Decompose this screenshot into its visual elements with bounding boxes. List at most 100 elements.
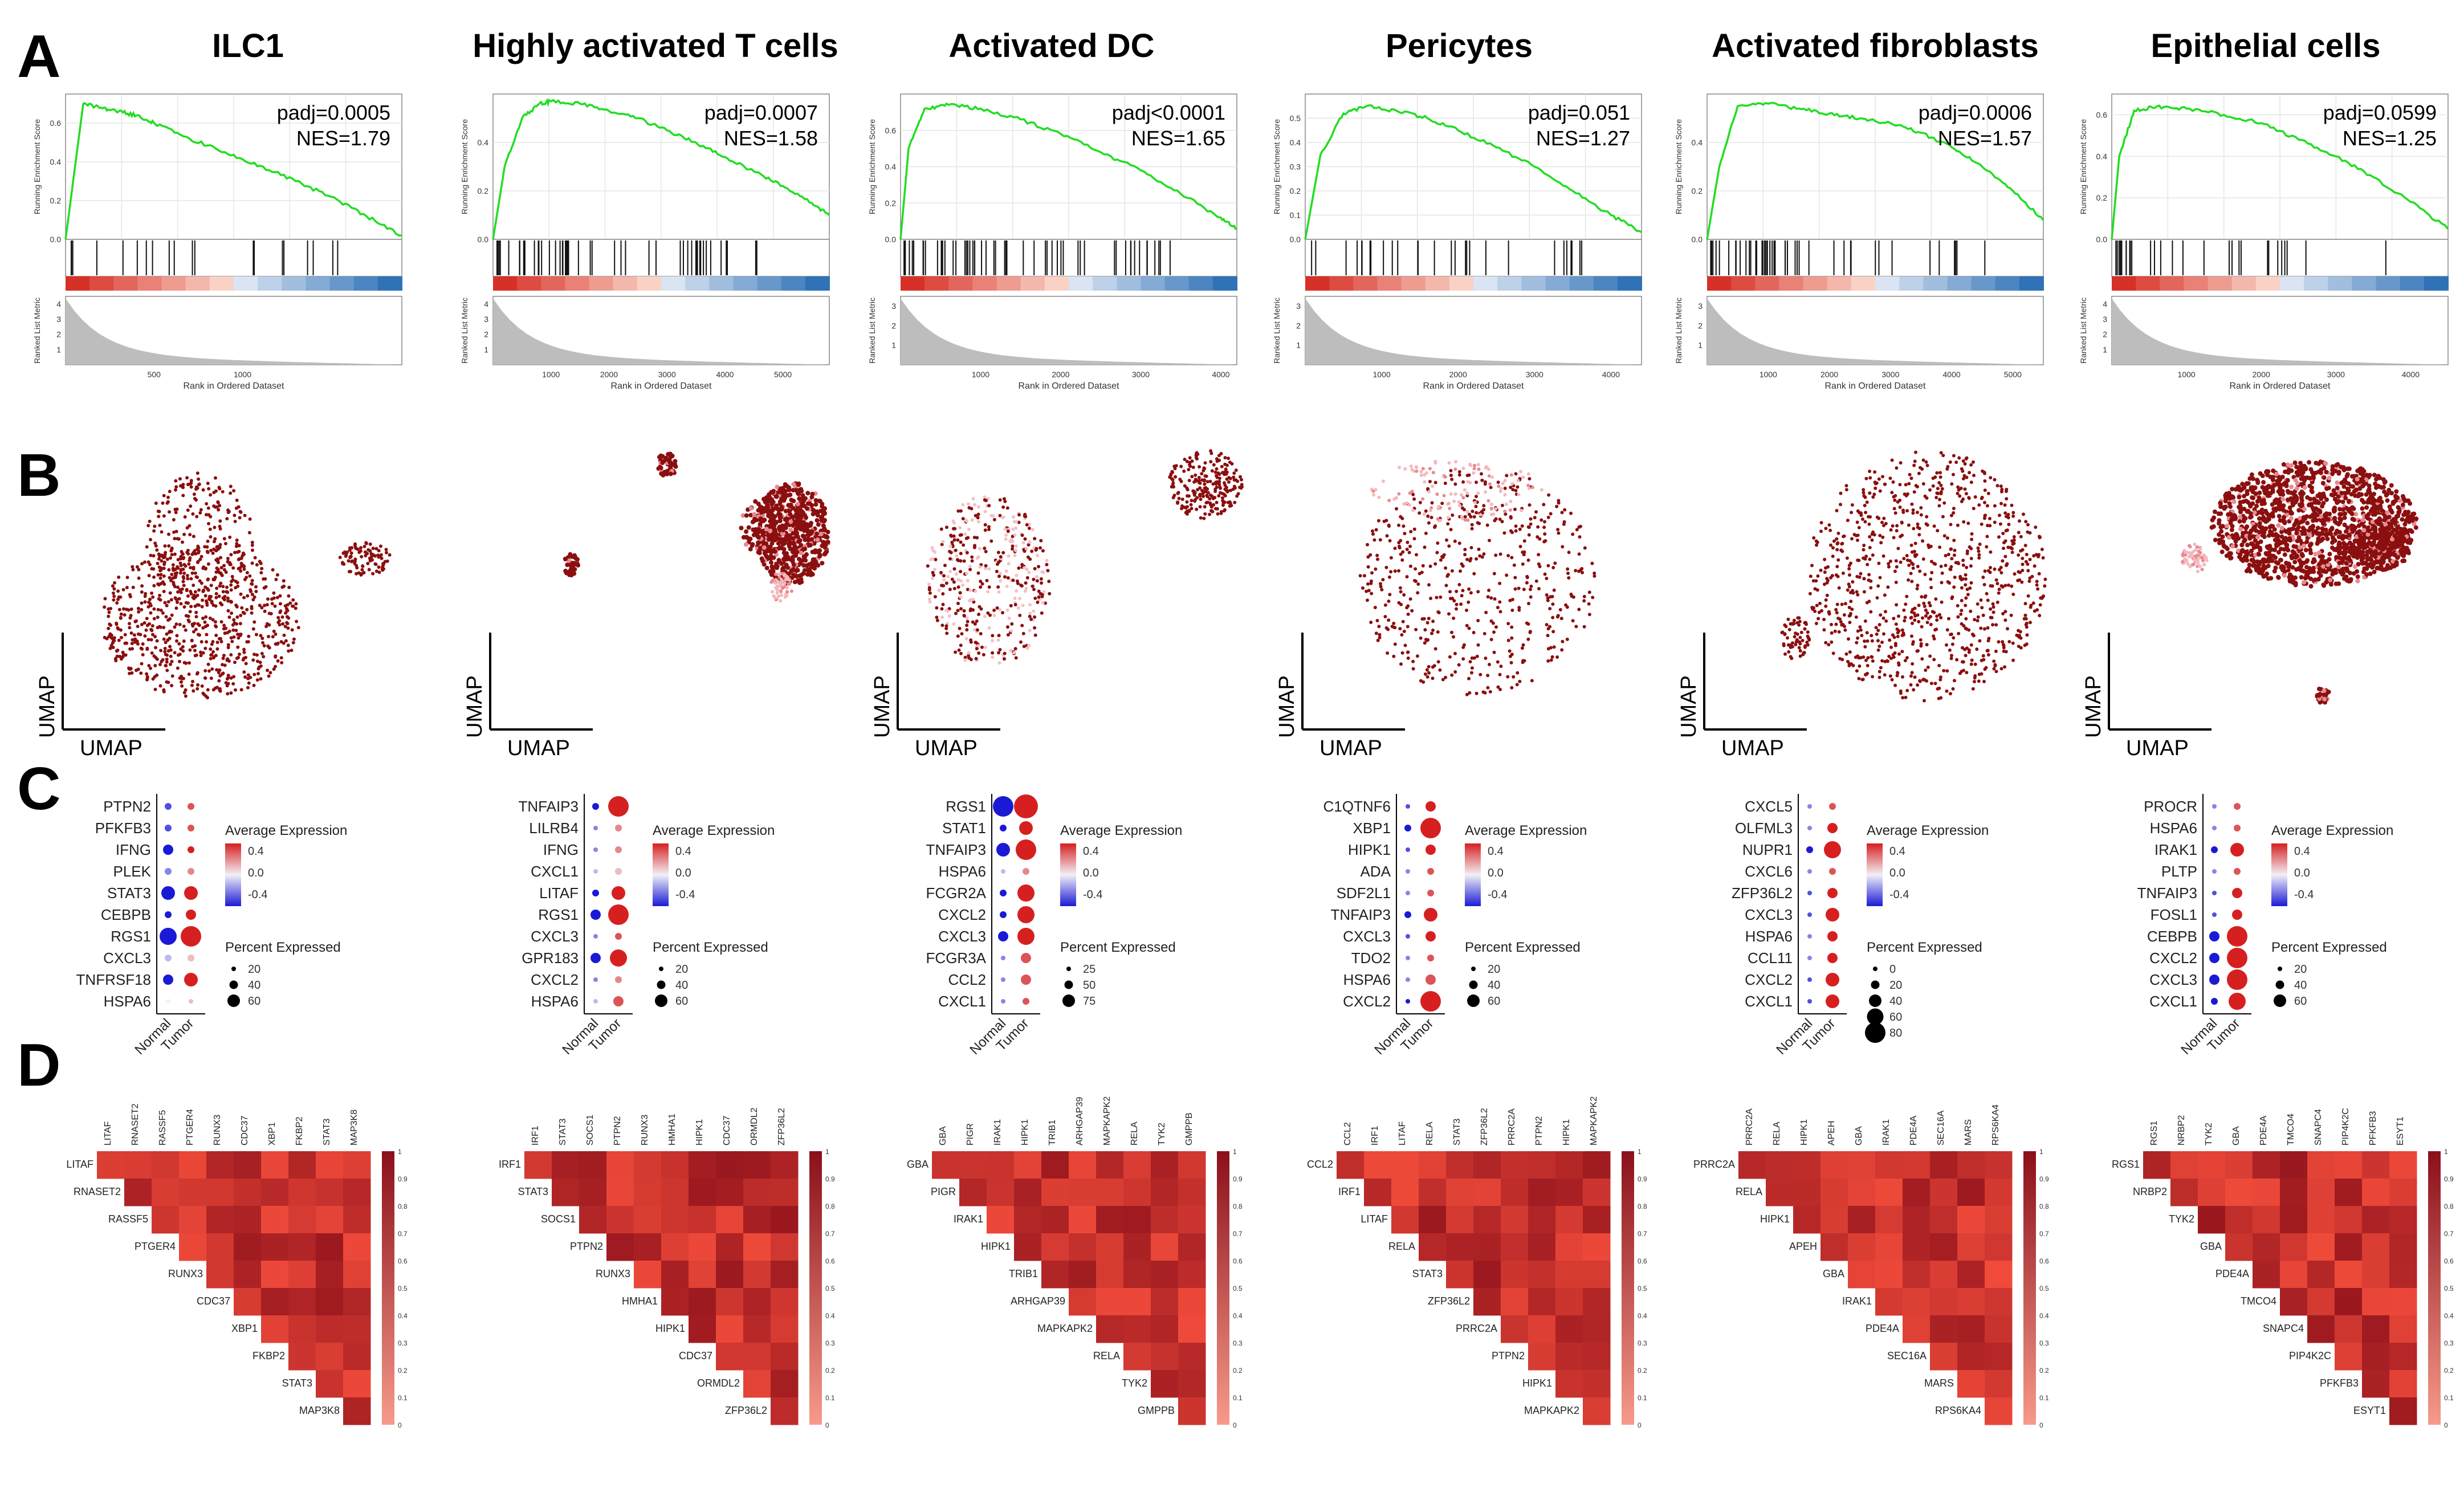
umap-cell	[940, 607, 944, 611]
umap-cell	[145, 676, 149, 680]
umap-cell	[1564, 603, 1568, 607]
umap-cell	[153, 664, 157, 667]
umap-cell	[172, 518, 176, 521]
umap-cell	[140, 608, 144, 611]
umap-cell	[1020, 562, 1024, 566]
umap-cell	[183, 515, 187, 519]
heatmap-cell	[634, 1261, 662, 1289]
umap-cell	[176, 666, 180, 670]
umap-cell	[1516, 485, 1520, 489]
umap-cell	[787, 541, 791, 547]
umap-cell	[2025, 633, 2029, 637]
umap-cell	[144, 628, 148, 632]
umap-cell	[172, 530, 176, 534]
umap-cell	[1457, 663, 1461, 667]
umap-cell	[2026, 530, 2030, 534]
umap-cell	[1191, 466, 1195, 469]
umap-cell	[2028, 557, 2032, 561]
umap-cell	[206, 662, 210, 666]
heatmap-cell	[1583, 1288, 1611, 1316]
umap-cell	[2029, 621, 2032, 625]
umap-cell	[246, 673, 250, 677]
umap-cell	[170, 674, 174, 678]
dot-tumor	[1023, 868, 1029, 875]
rank-bar-segment	[1875, 276, 1900, 291]
umap-cell	[2021, 548, 2025, 552]
heatmap-cell	[316, 1370, 344, 1398]
umap-cell	[1358, 574, 1362, 578]
umap-cell	[816, 522, 821, 527]
umap-cell	[1577, 608, 1581, 611]
umap-cell	[1195, 507, 1199, 511]
umap-cell	[274, 655, 278, 659]
umap-cell	[2001, 559, 2005, 563]
umap-cell	[1940, 581, 1944, 585]
gsea-hit-frame	[492, 239, 830, 277]
umap-cell	[1225, 477, 1229, 481]
umap-cell	[228, 535, 232, 539]
umap-cell	[1850, 511, 1854, 515]
umap-cell	[221, 663, 225, 667]
umap-cell	[1027, 643, 1031, 647]
umap-cell	[1006, 576, 1010, 580]
umap-cell	[1025, 568, 1029, 572]
umap-cell	[777, 545, 783, 550]
umap-cell	[1371, 529, 1374, 533]
umap-cell	[1517, 608, 1521, 612]
umap-cell	[1916, 613, 1920, 617]
umap-cell	[158, 684, 162, 688]
umap-cell	[2038, 535, 2042, 539]
umap-cell	[234, 506, 238, 510]
umap-cell	[1936, 687, 1940, 691]
umap-cell	[2036, 587, 2040, 591]
umap-cell	[1876, 648, 1880, 652]
umap-cell	[970, 507, 974, 511]
heatmap-cell	[234, 1261, 262, 1289]
umap-cell	[1571, 595, 1575, 599]
umap-cell	[958, 525, 962, 529]
umap-cell	[272, 629, 276, 633]
umap-cell	[1913, 459, 1917, 463]
heatmap-cell	[1391, 1151, 1419, 1179]
umap-cell	[1435, 596, 1439, 600]
umap-cell	[1370, 592, 1374, 596]
umap-cell	[791, 549, 796, 555]
umap-cell	[1921, 458, 1925, 462]
umap-cell	[1449, 492, 1453, 496]
heatmap-cell	[1014, 1151, 1042, 1179]
umap-cell	[1939, 483, 1943, 487]
umap-cell	[199, 555, 203, 558]
umap-cell	[1487, 588, 1491, 592]
heatmap-cell	[234, 1206, 262, 1234]
heatmap-cell	[987, 1151, 1015, 1179]
umap-cell	[784, 562, 789, 568]
umap-cell	[1808, 592, 1812, 596]
umap-cell	[986, 590, 989, 594]
umap-cell	[174, 511, 178, 515]
umap-cell	[1468, 481, 1472, 484]
umap-cell	[959, 552, 963, 556]
umap-cell	[282, 633, 286, 637]
umap-cell	[952, 567, 956, 571]
umap-cell	[992, 608, 996, 612]
umap-cell	[1921, 616, 1924, 620]
umap-cell	[1840, 542, 1844, 546]
umap-cell	[135, 565, 139, 569]
umap-cell	[145, 646, 149, 650]
umap-cell	[781, 547, 787, 552]
umap-cell	[1866, 671, 1869, 675]
umap-cell	[175, 639, 178, 643]
heatmap-cell	[1555, 1261, 1583, 1289]
umap-cell	[1012, 651, 1016, 655]
umap-cell	[805, 506, 809, 511]
umap-cell	[1489, 486, 1493, 490]
umap-cell	[1412, 497, 1416, 501]
umap-cell	[107, 614, 111, 618]
umap-cell	[242, 670, 246, 674]
umap-cell	[791, 536, 796, 541]
rank-bar-segment	[1755, 276, 1780, 291]
umap-cell	[146, 605, 150, 609]
umap-cell	[1551, 630, 1555, 634]
umap-cell	[1480, 478, 1484, 482]
umap-cell	[987, 626, 991, 630]
